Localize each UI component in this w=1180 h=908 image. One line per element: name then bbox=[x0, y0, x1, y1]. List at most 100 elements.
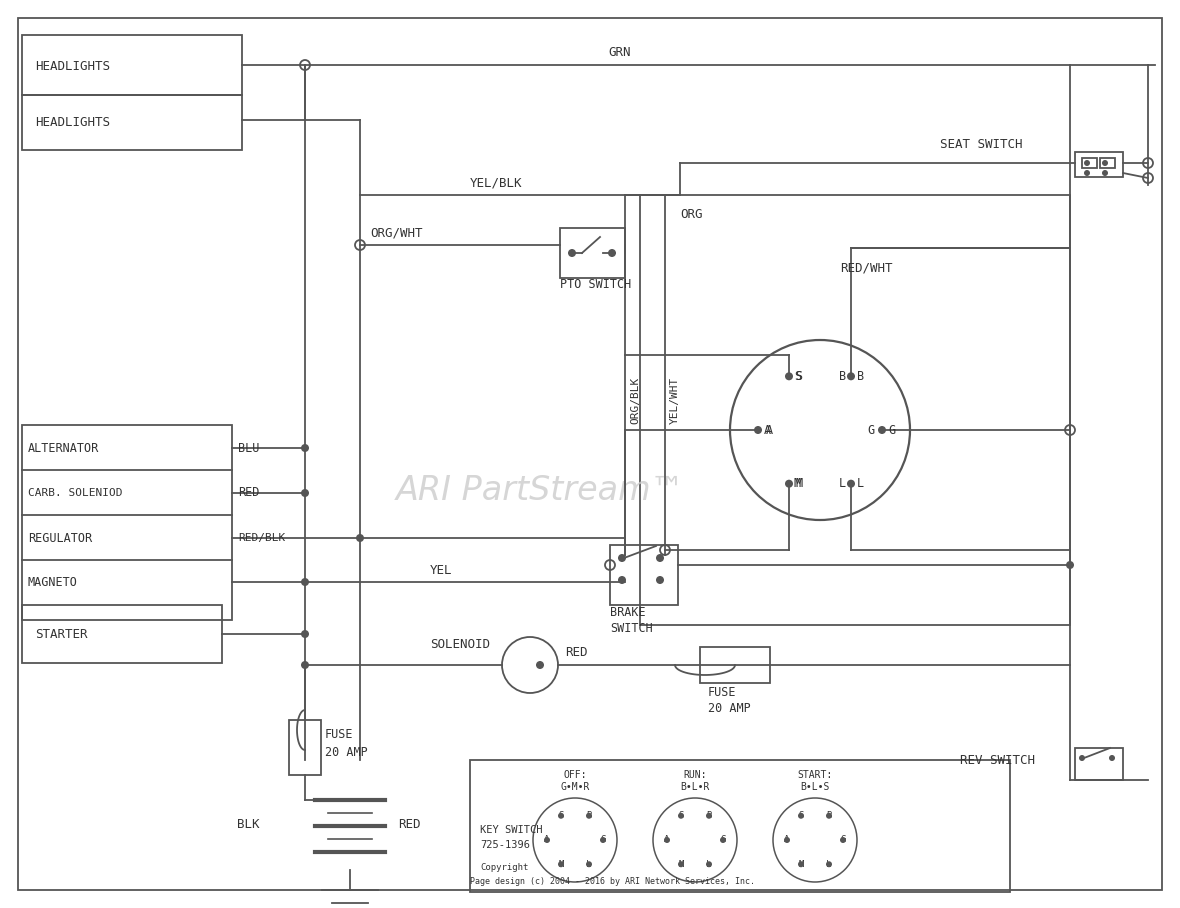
Circle shape bbox=[536, 661, 544, 669]
Text: ORG/WHT: ORG/WHT bbox=[371, 226, 422, 240]
Text: A: A bbox=[785, 835, 789, 844]
Text: A: A bbox=[766, 423, 773, 437]
Text: YEL: YEL bbox=[430, 564, 452, 577]
Text: KEY SWITCH: KEY SWITCH bbox=[480, 825, 543, 835]
Text: L: L bbox=[857, 478, 864, 490]
Circle shape bbox=[826, 862, 832, 867]
Text: G•M•R: G•M•R bbox=[560, 782, 590, 792]
Circle shape bbox=[1102, 160, 1108, 166]
Text: RED: RED bbox=[238, 487, 260, 499]
Text: L: L bbox=[707, 860, 712, 869]
Circle shape bbox=[678, 813, 684, 819]
Text: GRN: GRN bbox=[609, 45, 631, 58]
Circle shape bbox=[826, 813, 832, 819]
Text: G: G bbox=[889, 423, 896, 437]
Text: B: B bbox=[826, 811, 832, 820]
Bar bbox=[1082, 158, 1097, 168]
Text: M: M bbox=[558, 860, 564, 869]
Text: BLK: BLK bbox=[237, 818, 260, 832]
Circle shape bbox=[558, 813, 564, 819]
Text: HEADLIGHTS: HEADLIGHTS bbox=[35, 61, 110, 74]
Circle shape bbox=[599, 837, 607, 843]
Text: PTO SWITCH: PTO SWITCH bbox=[560, 279, 631, 291]
Text: G: G bbox=[867, 423, 874, 437]
Circle shape bbox=[608, 249, 616, 257]
Circle shape bbox=[301, 444, 309, 452]
Text: S: S bbox=[794, 370, 801, 383]
Circle shape bbox=[544, 837, 550, 843]
Circle shape bbox=[785, 479, 793, 488]
Text: M: M bbox=[794, 478, 801, 490]
Text: A: A bbox=[664, 835, 670, 844]
Text: B•L•S: B•L•S bbox=[800, 782, 830, 792]
Text: L: L bbox=[839, 478, 846, 490]
Text: M: M bbox=[799, 860, 804, 869]
Text: B•L•R: B•L•R bbox=[681, 782, 709, 792]
Text: Page design (c) 2004 - 2016 by ARI Network Services, Inc.: Page design (c) 2004 - 2016 by ARI Netwo… bbox=[470, 877, 755, 886]
Text: FUSE: FUSE bbox=[324, 728, 354, 742]
Bar bbox=[1075, 152, 1123, 177]
Circle shape bbox=[618, 576, 627, 584]
Circle shape bbox=[706, 862, 712, 867]
Circle shape bbox=[840, 837, 846, 843]
Circle shape bbox=[656, 554, 664, 562]
Text: STARTER: STARTER bbox=[35, 627, 87, 640]
Text: G: G bbox=[840, 835, 846, 844]
Text: RED: RED bbox=[398, 818, 420, 832]
Circle shape bbox=[301, 489, 309, 497]
Text: A: A bbox=[763, 423, 771, 437]
Text: S: S bbox=[799, 811, 804, 820]
Circle shape bbox=[568, 249, 576, 257]
Text: B: B bbox=[839, 370, 846, 383]
Text: L: L bbox=[586, 860, 591, 869]
Text: ALTERNATOR: ALTERNATOR bbox=[28, 441, 99, 455]
Bar bbox=[22, 425, 232, 620]
Text: SOLENOID: SOLENOID bbox=[430, 638, 490, 652]
Text: SWITCH: SWITCH bbox=[610, 621, 653, 635]
Circle shape bbox=[301, 578, 309, 586]
Bar bbox=[22, 605, 222, 663]
Text: A: A bbox=[544, 835, 550, 844]
Text: G: G bbox=[601, 835, 605, 844]
Text: SEAT SWITCH: SEAT SWITCH bbox=[940, 139, 1023, 152]
Text: B: B bbox=[586, 811, 591, 820]
Text: ARI PartStream™: ARI PartStream™ bbox=[395, 473, 684, 507]
Text: CARB. SOLENIOD: CARB. SOLENIOD bbox=[28, 488, 123, 498]
Text: G: G bbox=[720, 835, 726, 844]
Bar bbox=[22, 95, 242, 150]
Text: 20 AMP: 20 AMP bbox=[708, 703, 750, 716]
Text: S: S bbox=[558, 811, 564, 820]
Text: RED: RED bbox=[565, 646, 588, 659]
Circle shape bbox=[847, 372, 856, 380]
Text: B: B bbox=[857, 370, 864, 383]
Text: RUN:: RUN: bbox=[683, 770, 707, 780]
Text: YEL/WHT: YEL/WHT bbox=[670, 377, 680, 424]
Circle shape bbox=[558, 862, 564, 867]
Circle shape bbox=[1079, 755, 1084, 761]
Text: OFF:: OFF: bbox=[563, 770, 586, 780]
Text: MAGNETO: MAGNETO bbox=[28, 576, 78, 588]
Circle shape bbox=[1084, 170, 1090, 176]
Circle shape bbox=[1084, 160, 1090, 166]
Circle shape bbox=[720, 837, 726, 843]
Bar bbox=[1100, 158, 1115, 168]
Text: Copyright: Copyright bbox=[480, 864, 529, 873]
Text: 725-1396: 725-1396 bbox=[480, 840, 530, 850]
Circle shape bbox=[878, 426, 886, 434]
Bar bbox=[470, 760, 1010, 892]
Text: M: M bbox=[795, 478, 802, 490]
Circle shape bbox=[656, 576, 664, 584]
Circle shape bbox=[664, 837, 670, 843]
Circle shape bbox=[1066, 561, 1074, 569]
Circle shape bbox=[356, 534, 363, 542]
Text: FUSE: FUSE bbox=[708, 686, 736, 699]
Text: RED/BLK: RED/BLK bbox=[238, 533, 286, 543]
Bar bbox=[640, 195, 1070, 625]
Circle shape bbox=[784, 837, 789, 843]
Text: ORG/BLK: ORG/BLK bbox=[630, 377, 640, 424]
Text: BLU: BLU bbox=[238, 441, 260, 455]
Circle shape bbox=[1109, 755, 1115, 761]
Text: REV SWITCH: REV SWITCH bbox=[961, 754, 1035, 766]
Text: ORG: ORG bbox=[680, 209, 702, 222]
Text: 20 AMP: 20 AMP bbox=[324, 745, 368, 758]
